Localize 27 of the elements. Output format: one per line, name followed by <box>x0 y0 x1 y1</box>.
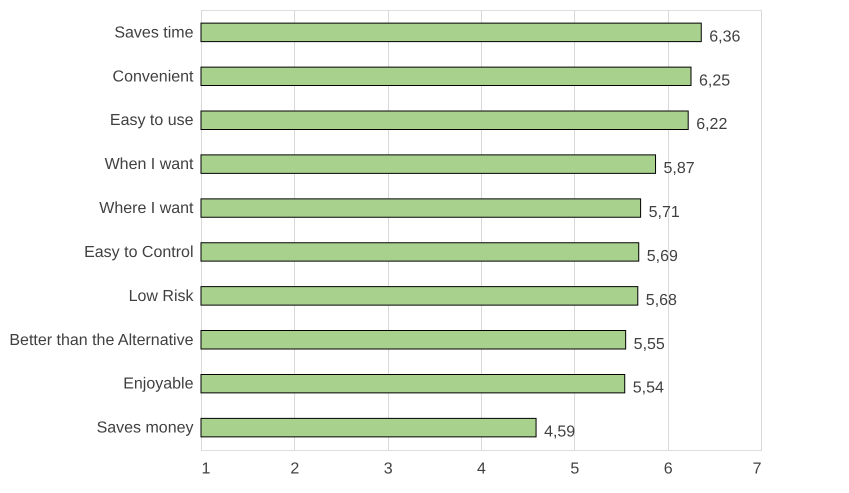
y-tick-label: Where I want <box>99 200 194 218</box>
y-tick-label: Better than the Alternative <box>9 332 194 349</box>
x-tick-label: 3 <box>384 460 393 478</box>
data-label: 5,68 <box>646 292 678 309</box>
x-tick-label: 4 <box>477 460 486 478</box>
y-tick-label: Easy to Control <box>84 244 194 261</box>
x-tick-label: 6 <box>664 460 673 478</box>
data-label: 6,36 <box>709 28 741 46</box>
data-label: 5,54 <box>632 380 664 397</box>
data-label: 6,25 <box>699 72 730 90</box>
data-label: 6,22 <box>696 116 728 134</box>
data-label: 5,71 <box>648 204 680 222</box>
y-tick-label: Easy to use <box>110 112 194 130</box>
y-tick-label: Convenient <box>112 68 194 86</box>
y-tick-label: When I want <box>104 156 194 174</box>
x-tick-label: 1 <box>202 460 210 478</box>
x-tick-label: 7 <box>752 460 762 478</box>
x-tick-label: 5 <box>570 460 580 478</box>
y-tick-label: Enjoyable <box>123 376 194 393</box>
x-tick-label: 2 <box>290 460 300 478</box>
y-tick-label: Saves money <box>96 420 194 437</box>
data-label: 5,69 <box>646 248 678 265</box>
data-label: 4,59 <box>544 424 576 441</box>
y-tick-label: Low Risk <box>128 288 194 305</box>
data-label: 5,55 <box>634 336 665 353</box>
data-label: 5,87 <box>664 160 695 178</box>
y-tick-label: Saves time <box>114 24 194 42</box>
